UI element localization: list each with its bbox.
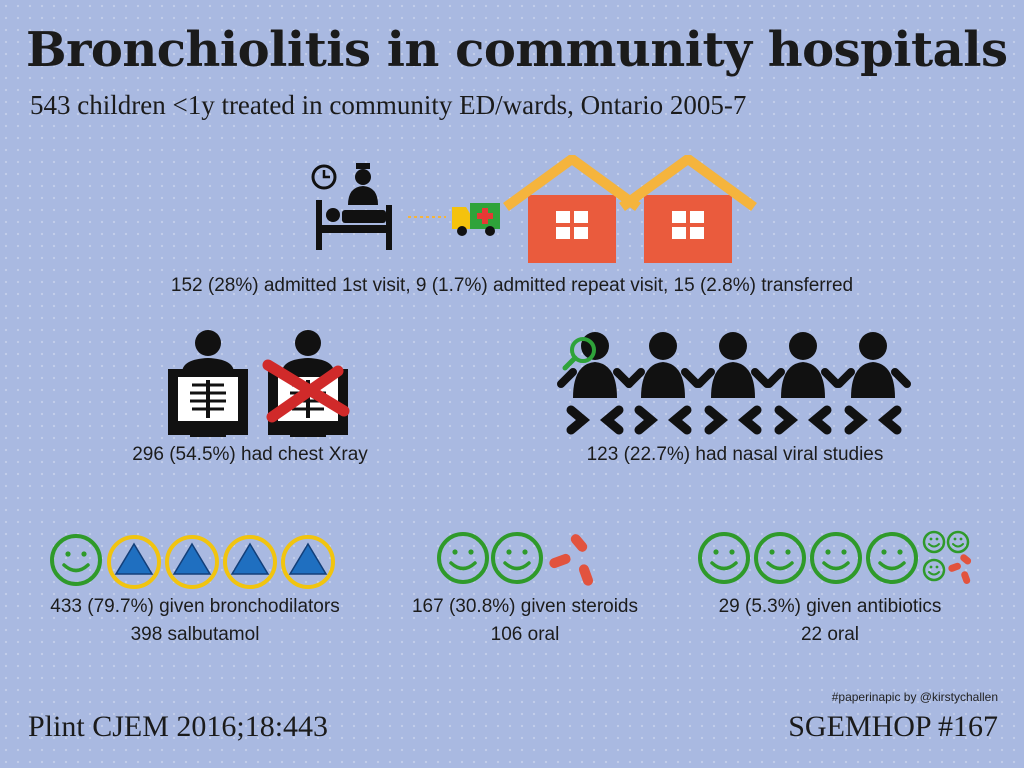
community-hospital-icon [619,155,757,263]
small-smiley-icon [922,530,946,554]
antibiotic-graphic [698,530,972,584]
hospital-bed-icon [316,200,392,250]
pills-icon [948,554,972,584]
magnifier-icon [562,337,596,371]
oral-steroid-caption: 106 oral [490,624,560,645]
inhaler-icon [165,535,219,589]
small-smiley-icon [922,558,946,582]
credit-text: #paperinapic by @kirstychallen [831,690,998,704]
pills-icon [549,534,594,586]
ambulance-icon [452,203,500,236]
admission-caption: 152 (28%) admitted 1st visit, 9 (1.7%) a… [170,275,854,296]
series-label: SGEMHOP #167 [788,710,998,743]
no-chest-xray-icon [268,330,348,437]
baby-icon [835,332,911,435]
inhaler-icon [281,535,335,589]
smiley-icon [437,532,489,584]
smiley-icon [698,532,750,584]
oral-antibiotic-caption: 22 oral [800,624,860,645]
smiley-icon [50,534,102,586]
page-subtitle: 543 children <1y treated in community ED… [30,90,747,120]
viral-caption: 123 (22.7%) had nasal viral studies [586,444,884,465]
inhaler-icon [107,535,161,589]
clock-icon [311,164,337,190]
viral-graphic [557,332,911,435]
steroid-caption: 167 (30.8%) given steroids [411,596,638,617]
community-hospital-icon [503,155,641,263]
chest-xray-icon [168,330,248,437]
steroid-graphic [437,532,594,586]
xray-caption: 296 (54.5%) had chest Xray [132,444,368,465]
nurse-icon [348,163,378,205]
smiley-icon [866,532,918,584]
xray-graphic [168,330,350,437]
citation: Plint CJEM 2016;18:443 [28,710,329,743]
small-smiley-icon [946,530,970,554]
antibiotic-caption: 29 (5.3%) given antibiotics [718,596,942,617]
baby-icon [765,332,841,435]
smiley-icon [810,532,862,584]
admission-graphic [311,155,757,263]
smiley-icon [754,532,806,584]
baby-icon [695,332,771,435]
inhaler-icon [223,535,277,589]
cross-out-icon [262,359,350,423]
smiley-icon [491,532,543,584]
baby-icon [625,332,701,435]
salbutamol-caption: 398 salbutamol [130,624,260,645]
bronchodilator-caption: 433 (79.7%) given bronchodilators [50,596,340,617]
bronchodilator-graphic [50,534,335,589]
page-title: Bronchiolitis in community hospitals [26,22,1008,78]
